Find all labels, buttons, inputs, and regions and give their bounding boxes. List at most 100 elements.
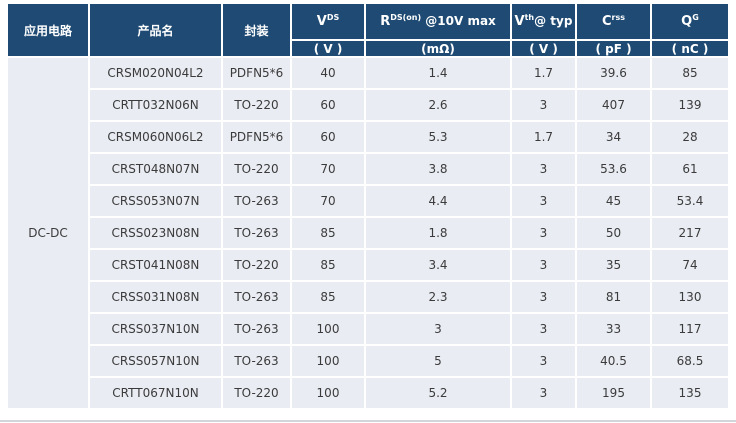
col-header-application: 应用电路 <box>8 4 88 56</box>
cell-qg: 117 <box>652 314 728 344</box>
cell-package: TO-220 <box>223 154 290 184</box>
cell-crss: 407 <box>577 90 650 120</box>
cell-package: TO-263 <box>223 314 290 344</box>
cell-crss: 195 <box>577 378 650 408</box>
table-header: 应用电路 产品名 封装 VDS RDS(on) @10V max Vth@ ty… <box>8 4 728 56</box>
table-row: CRSS057N10N TO-263 100 5 3 40.5 68.5 <box>8 346 728 376</box>
cell-rdson: 5.2 <box>366 378 510 408</box>
unit-vds: ( V ) <box>292 41 364 56</box>
cell-crss: 33 <box>577 314 650 344</box>
cell-crss: 40.5 <box>577 346 650 376</box>
cell-rdson: 1.8 <box>366 218 510 248</box>
col-header-package: 封装 <box>223 4 290 56</box>
cell-product: CRSS023N08N <box>90 218 221 248</box>
unit-vth: ( V ) <box>512 41 575 56</box>
qg-superscript: G <box>692 13 699 22</box>
cell-qg: 139 <box>652 90 728 120</box>
cell-product: CRSM060N06L2 <box>90 122 221 152</box>
cell-qg: 61 <box>652 154 728 184</box>
col-header-rdson: RDS(on) @10V max <box>366 4 510 39</box>
cell-crss: 45 <box>577 186 650 216</box>
cell-rdson: 3.8 <box>366 154 510 184</box>
cell-rdson: 2.6 <box>366 90 510 120</box>
cell-qg: 85 <box>652 58 728 88</box>
vth-condition: @ typ <box>534 14 573 28</box>
cell-vth: 3 <box>512 90 575 120</box>
qg-symbol: Q <box>681 14 693 29</box>
unit-crss: ( pF ) <box>577 41 650 56</box>
cell-package: TO-263 <box>223 218 290 248</box>
vds-superscript: DS <box>326 13 340 22</box>
rdson-condition: @10V max <box>421 14 496 28</box>
cell-qg: 68.5 <box>652 346 728 376</box>
cell-vds: 60 <box>292 90 364 120</box>
cell-rdson: 4.4 <box>366 186 510 216</box>
table-row: CRST048N07N TO-220 70 3.8 3 53.6 61 <box>8 154 728 184</box>
cell-vth: 3 <box>512 346 575 376</box>
cell-vth: 3 <box>512 186 575 216</box>
cell-product: CRTT067N10N <box>90 378 221 408</box>
cell-vth: 3 <box>512 218 575 248</box>
table-row: CRTT032N06N TO-220 60 2.6 3 407 139 <box>8 90 728 120</box>
cell-package: TO-220 <box>223 378 290 408</box>
mosfet-spec-table: 应用电路 产品名 封装 VDS RDS(on) @10V max Vth@ ty… <box>6 2 730 410</box>
cell-vth: 1.7 <box>512 122 575 152</box>
table-row: CRST041N08N TO-220 85 3.4 3 35 74 <box>8 250 728 280</box>
header-unit-row: ( V ) (mΩ) ( V ) ( pF ) ( nC ) <box>8 41 728 56</box>
cell-crss: 39.6 <box>577 58 650 88</box>
cell-product: CRST048N07N <box>90 154 221 184</box>
cell-qg: 74 <box>652 250 728 280</box>
cell-rdson: 3 <box>366 314 510 344</box>
cell-vth: 3 <box>512 154 575 184</box>
crss-superscript: rss <box>611 13 625 22</box>
cell-crss: 81 <box>577 282 650 312</box>
vds-symbol: V <box>316 14 327 29</box>
cell-rdson: 2.3 <box>366 282 510 312</box>
table-row: CRSS053N07N TO-263 70 4.4 3 45 53.4 <box>8 186 728 216</box>
cell-vds: 85 <box>292 250 364 280</box>
table-body: DC-DC CRSM020N04L2 PDFN5*6 40 1.4 1.7 39… <box>8 58 728 408</box>
cell-product: CRTT032N06N <box>90 90 221 120</box>
cell-vds: 100 <box>292 378 364 408</box>
cell-vth: 1.7 <box>512 58 575 88</box>
col-header-vth: Vth@ typ <box>512 4 575 39</box>
table-row: CRSS037N10N TO-263 100 3 3 33 117 <box>8 314 728 344</box>
cell-package: PDFN5*6 <box>223 58 290 88</box>
cell-vds: 85 <box>292 218 364 248</box>
cell-qg: 135 <box>652 378 728 408</box>
cell-package: TO-220 <box>223 90 290 120</box>
cell-crss: 50 <box>577 218 650 248</box>
cell-qg: 53.4 <box>652 186 728 216</box>
col-header-qg: QG <box>652 4 728 39</box>
cell-rdson: 5.3 <box>366 122 510 152</box>
cell-rdson: 5 <box>366 346 510 376</box>
rdson-superscript: DS(on) <box>390 13 422 22</box>
cell-crss: 53.6 <box>577 154 650 184</box>
cell-vth: 3 <box>512 250 575 280</box>
cell-crss: 34 <box>577 122 650 152</box>
crss-symbol: C <box>601 14 612 29</box>
cell-rdson: 1.4 <box>366 58 510 88</box>
col-header-crss: Crss <box>577 4 650 39</box>
vth-superscript: th <box>524 13 535 22</box>
col-header-product: 产品名 <box>90 4 221 56</box>
cell-product: CRSM020N04L2 <box>90 58 221 88</box>
col-header-vds: VDS <box>292 4 364 39</box>
cell-vds: 70 <box>292 186 364 216</box>
cell-product: CRSS037N10N <box>90 314 221 344</box>
cell-package: PDFN5*6 <box>223 122 290 152</box>
bottom-divider <box>0 420 736 422</box>
table-row: CRSM060N06L2 PDFN5*6 60 5.3 1.7 34 28 <box>8 122 728 152</box>
cell-vth: 3 <box>512 314 575 344</box>
cell-product: CRSS057N10N <box>90 346 221 376</box>
unit-rdson: (mΩ) <box>366 41 510 56</box>
unit-qg: ( nC ) <box>652 41 728 56</box>
table-row: DC-DC CRSM020N04L2 PDFN5*6 40 1.4 1.7 39… <box>8 58 728 408</box>
cell-package: TO-220 <box>223 250 290 280</box>
cell-qg: 130 <box>652 282 728 312</box>
cell-product: CRST041N08N <box>90 250 221 280</box>
cell-vds: 60 <box>292 122 364 152</box>
cell-rdson: 3.4 <box>366 250 510 280</box>
cell-vds: 100 <box>292 314 364 344</box>
cell-qg: 217 <box>652 218 728 248</box>
